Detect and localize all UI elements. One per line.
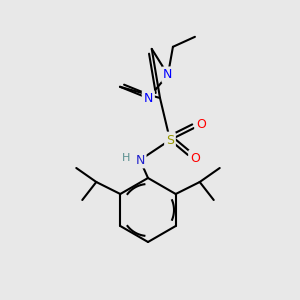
Text: N: N: [163, 68, 172, 81]
Text: O: O: [190, 152, 200, 164]
Text: H: H: [122, 153, 130, 163]
Text: N: N: [144, 92, 153, 105]
Text: S: S: [166, 134, 174, 146]
Text: N: N: [135, 154, 145, 166]
Text: O: O: [196, 118, 206, 131]
